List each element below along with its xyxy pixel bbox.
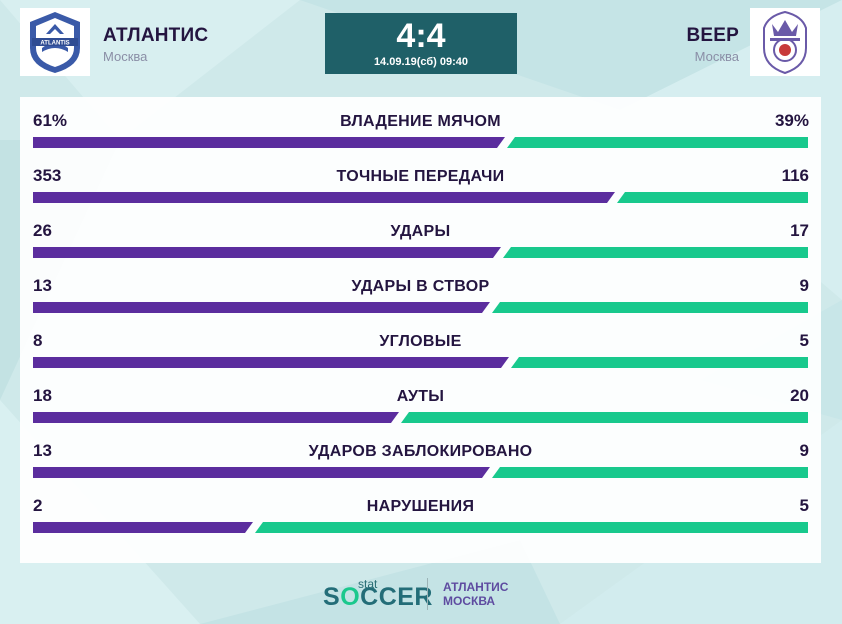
stat-label: УДАРОВ ЗАБЛОКИРОВАНО (308, 443, 533, 460)
footer-team-city: МОСКВА (443, 594, 496, 608)
stat-comparison-bar (33, 412, 808, 423)
footer: stat SOCCER АТЛАНТИС МОСКВА (0, 570, 842, 624)
home-bar-segment (33, 412, 399, 423)
away-bar-segment (255, 522, 808, 533)
away-stat-value: 9 (799, 441, 809, 460)
home-team-city: Москва (103, 49, 148, 64)
match-datetime: 14.09.19(сб) 09:40 (373, 56, 469, 68)
stat-label: УГЛОВЫЕ (379, 333, 462, 350)
footer-team-name: АТЛАНТИС (443, 580, 509, 594)
home-stat-value: 13 (33, 441, 52, 460)
home-bar-segment (33, 467, 490, 478)
home-bar-segment (33, 302, 490, 313)
away-stat-value: 17 (790, 221, 809, 240)
scoreboard: 4:4 14.09.19(сб) 09:40 (325, 13, 517, 74)
stat-row: 13 УДАРОВ ЗАБЛОКИРОВАНО 9 (20, 427, 821, 482)
home-bar-segment (33, 357, 509, 368)
veer-crest-icon (763, 10, 807, 75)
away-stat-value: 20 (790, 386, 809, 405)
stat-label: НАРУШЕНИЯ (366, 498, 475, 515)
home-stat-value: 18 (33, 386, 52, 405)
stat-row: 353 ТОЧНЫЕ ПЕРЕДАЧИ 116 (20, 152, 821, 207)
brand-letters: CCER (360, 583, 433, 611)
atlantis-crest-icon: ATLANTIS (30, 12, 80, 73)
stat-comparison-bar (33, 247, 808, 258)
home-team-name[interactable]: АТЛАНТИС (103, 25, 209, 46)
home-bar-segment (33, 137, 505, 148)
home-bar-segment (33, 522, 253, 533)
stat-row: 26 УДАРЫ 17 (20, 207, 821, 262)
stat-row: 61% ВЛАДЕНИЕ МЯЧОМ 39% (20, 97, 821, 152)
stat-comparison-bar (33, 192, 808, 203)
footer-team[interactable]: АТЛАНТИС МОСКВА (443, 580, 508, 608)
home-stat-value: 61% (33, 111, 68, 130)
stat-label: ВЛАДЕНИЕ МЯЧОМ (340, 113, 501, 130)
away-bar-segment (511, 357, 808, 368)
away-bar-segment (507, 137, 808, 148)
stat-label: ТОЧНЫЕ ПЕРЕДАЧИ (336, 168, 505, 185)
home-stat-value: 26 (33, 221, 52, 240)
away-stat-value: 9 (799, 276, 809, 295)
home-team-logo[interactable]: ATLANTIS (20, 8, 90, 76)
away-stat-value: 5 (799, 331, 809, 350)
stat-comparison-bar (33, 357, 808, 368)
stat-row: 8 УГЛОВЫЕ 5 (20, 317, 821, 372)
home-stat-value: 353 (33, 166, 62, 185)
away-stat-value: 116 (781, 166, 809, 185)
ball-icon: O (340, 583, 361, 611)
stat-row: 13 УДАРЫ В СТВОР 9 (20, 262, 821, 317)
match-score: 4:4 (396, 17, 446, 55)
brand-stat-label: stat (358, 577, 378, 591)
away-bar-segment (401, 412, 808, 423)
home-bar-segment (33, 192, 615, 203)
stat-row: 2 НАРУШЕНИЯ 5 (20, 482, 821, 537)
away-bar-segment (503, 247, 808, 258)
stat-label: УДАРЫ (390, 223, 451, 240)
home-stat-value: 13 (33, 276, 52, 295)
away-bar-segment (492, 467, 808, 478)
stat-comparison-bar (33, 302, 808, 313)
stat-label: АУТЫ (396, 388, 445, 405)
away-team-city: Москва (694, 49, 739, 64)
svg-text:ATLANTIS: ATLANTIS (40, 41, 69, 47)
stats-panel: 61% ВЛАДЕНИЕ МЯЧОМ 39% 353 ТОЧНЫЕ ПЕРЕДАЧИ 11… (20, 97, 821, 563)
match-header: ATLANTIS АТЛАНТИС Москва 4:4 14.09.19(сб… (0, 0, 842, 80)
brand-logo[interactable]: SOCCER (323, 583, 433, 612)
stat-comparison-bar (33, 467, 808, 478)
stat-row: 18 АУТЫ 20 (20, 372, 821, 427)
away-team-logo[interactable] (750, 8, 820, 76)
stat-label: УДАРЫ В СТВОР (351, 278, 490, 295)
away-team-name[interactable]: ВЕЕР (686, 25, 739, 46)
away-stat-value: 5 (799, 496, 809, 515)
stat-comparison-bar (33, 137, 808, 148)
home-bar-segment (33, 247, 501, 258)
away-bar-segment (617, 192, 808, 203)
footer-divider (427, 578, 428, 610)
away-stat-value: 39% (774, 111, 809, 130)
away-bar-segment (492, 302, 808, 313)
stat-comparison-bar (33, 522, 808, 533)
home-stat-value: 8 (33, 331, 43, 350)
brand-letter: S (323, 583, 341, 611)
home-stat-value: 2 (33, 496, 43, 515)
